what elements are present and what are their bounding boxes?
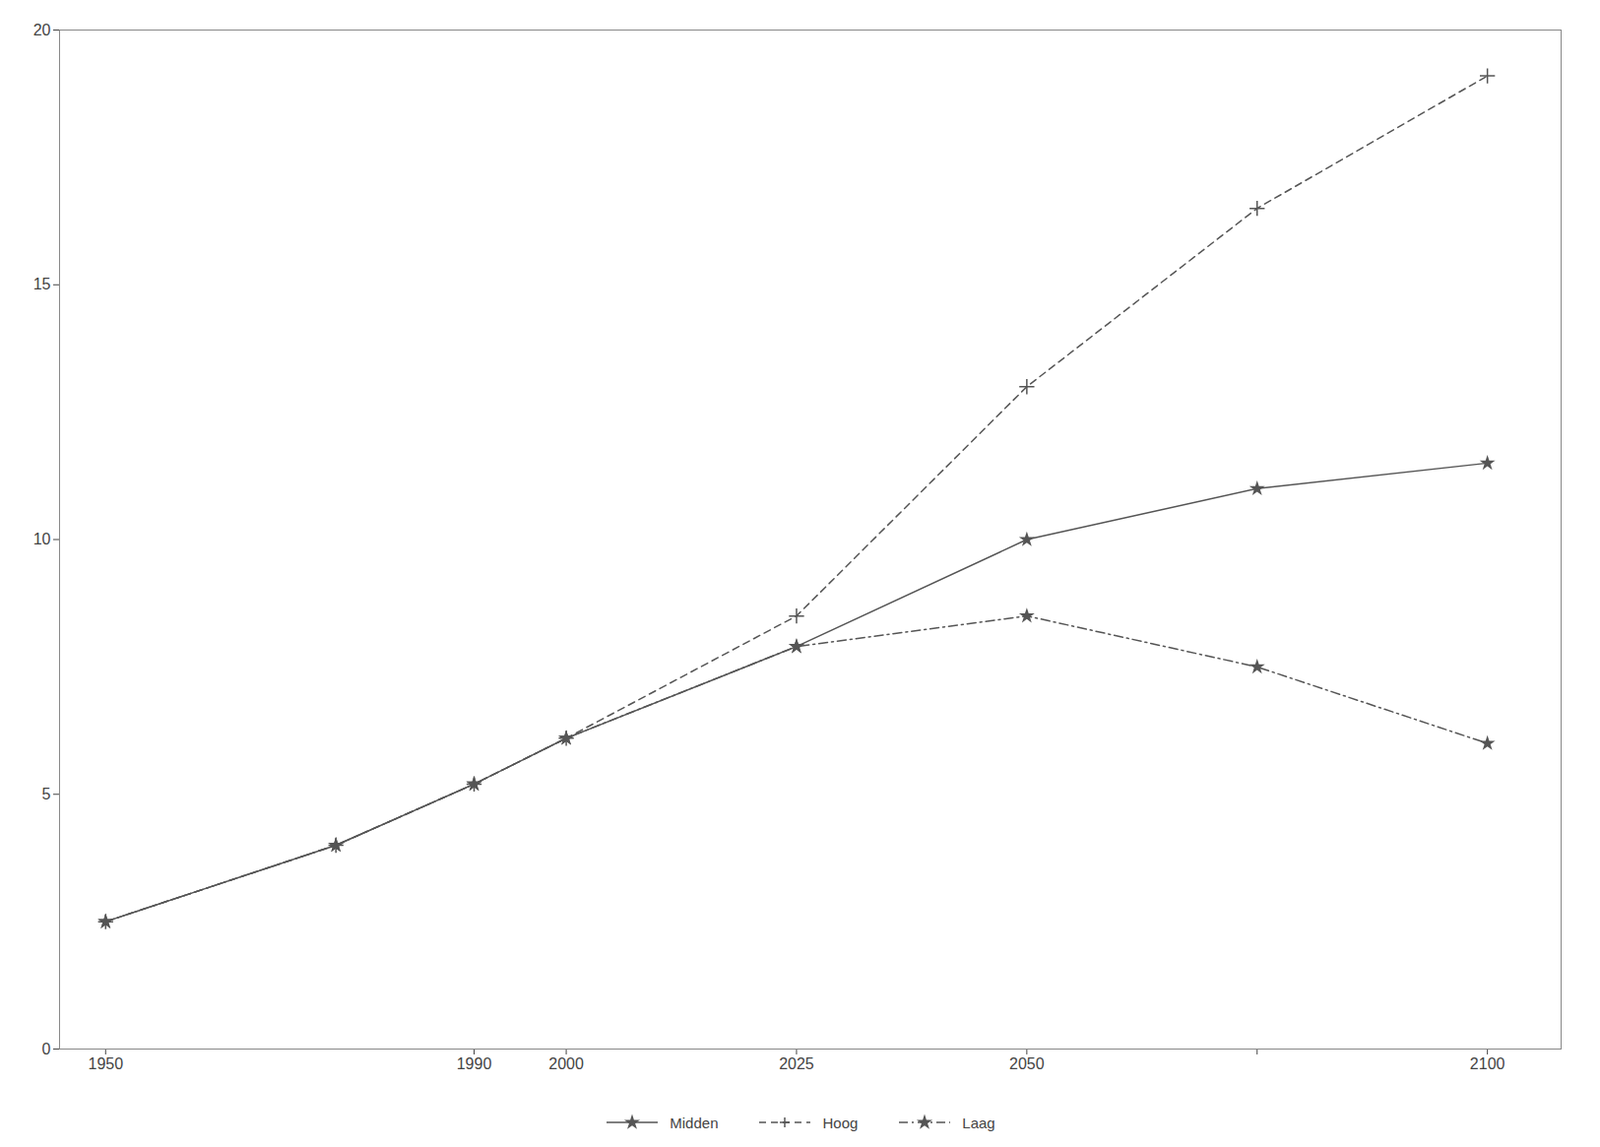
svg-text:2050: 2050 [1009,1055,1045,1073]
html-text:Hoog: Hoog [822,1114,858,1131]
svg-text:1990: 1990 [456,1055,493,1073]
html-text:Midden: Midden [669,1114,719,1131]
svg-text:0: 0 [42,1040,52,1058]
svg-text:20: 20 [33,21,52,39]
svg-text:2025: 2025 [778,1055,815,1073]
svg-text:1950: 1950 [87,1055,124,1073]
svg-text:2100: 2100 [1470,1055,1506,1073]
svg-text:15: 15 [33,275,52,293]
svg-text:10: 10 [33,530,52,548]
svg-text:2000: 2000 [548,1055,584,1073]
svg-text:5: 5 [42,785,52,803]
html-text:Laag: Laag [962,1114,996,1131]
